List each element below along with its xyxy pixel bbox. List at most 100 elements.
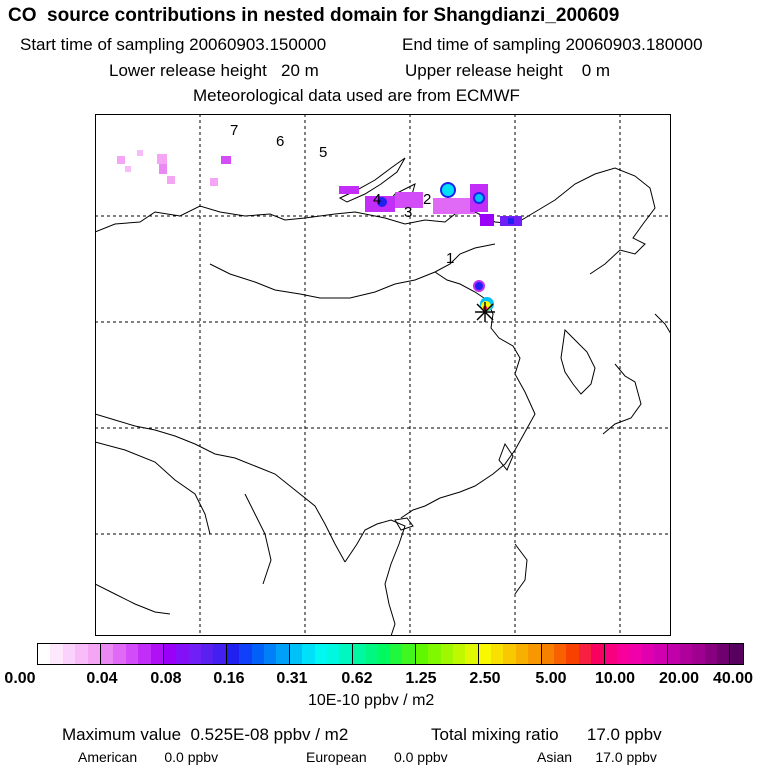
indochina-coast: [344, 519, 406, 636]
legend-color-swatch: [554, 644, 567, 664]
upper-release-height-label: Upper release height 0 m: [405, 61, 611, 80]
legend-color-swatch: [150, 644, 164, 664]
legend-color-swatch: [440, 644, 453, 664]
legend-color-swatch: [339, 644, 353, 664]
legend-color-swatch: [528, 644, 542, 664]
legend-color-swatch: [377, 644, 390, 664]
legend-units-label: 10E-10 ppbv / m2: [308, 692, 435, 709]
asian-contribution-label: Asian 17.0 ppbv: [537, 749, 657, 765]
legend-color-swatch: [503, 644, 516, 664]
legend-color-swatch: [163, 644, 177, 664]
legend-color-swatch: [452, 644, 466, 664]
legend-color-swatch: [326, 644, 340, 664]
trajectory-label-6: 6: [276, 133, 284, 150]
legend-color-swatch: [717, 644, 731, 664]
american-contribution-label: American 0.0 ppbv: [78, 749, 219, 765]
maximum-value-label: Maximum value 0.525E-08 ppbv / m2: [62, 725, 349, 744]
legend-color-swatch: [591, 644, 605, 664]
legend-color-swatch: [264, 644, 277, 664]
legend-color-swatch: [226, 644, 240, 664]
lower-release-height-label: Lower release height 20 m: [109, 61, 319, 80]
legend-color-swatch: [616, 644, 630, 664]
map-frame: [95, 114, 671, 636]
start-time-label: Start time of sampling 20060903.150000: [20, 35, 327, 54]
baikal: [338, 157, 406, 203]
legend-color-swatch: [201, 644, 214, 664]
legend-color-swatch: [100, 644, 114, 664]
legend-color-swatch: [402, 644, 416, 664]
inner-border-2: [434, 271, 488, 301]
legend-color-swatch: [239, 644, 252, 664]
legend-color-swatch: [289, 644, 303, 664]
hainan: [394, 517, 414, 531]
legend-tick: 5.00: [535, 670, 567, 687]
legend-color-swatch: [730, 644, 743, 664]
trajectory-label-3: 3: [404, 204, 412, 221]
trajectory-label-1: 1: [446, 250, 454, 267]
legend-tick: 2.50: [469, 670, 501, 687]
legend-color-swatch: [38, 644, 51, 664]
legend-color-swatch: [578, 644, 592, 664]
philippines: [514, 543, 528, 595]
himalaya-border: [95, 441, 211, 535]
legend-color-swatch: [566, 644, 579, 664]
legend-color-swatch: [415, 644, 429, 664]
legend-tick: 40.00: [712, 670, 754, 687]
legend-color-swatch: [629, 644, 642, 664]
bay-of-bengal: [95, 583, 171, 615]
trajectory-labels: 1 2 3 4 5 6 7: [230, 122, 454, 267]
legend-color-swatch: [428, 644, 441, 664]
trajectory-label-5: 5: [319, 144, 327, 161]
end-time-label: End time of sampling 20060903.180000: [402, 35, 703, 54]
japan-1: [602, 363, 642, 435]
trajectory-label-4: 4: [373, 191, 381, 208]
source-contribution-field: [117, 150, 522, 311]
legend-tick: 0.04: [86, 670, 118, 687]
total-mixing-ratio-label: Total mixing ratio 17.0 ppbv: [431, 725, 662, 744]
legend-color-swatch: [251, 644, 265, 664]
legend-color-swatch: [667, 644, 680, 664]
legend-color-swatch: [641, 644, 655, 664]
legend-color-swatch: [87, 644, 101, 664]
legend-color-swatch: [276, 644, 290, 664]
legend-tick: 0.00: [4, 670, 36, 687]
legend-color-swatch: [654, 644, 668, 664]
trajectory-label-2: 2: [423, 191, 431, 208]
legend-tick: 10.00: [594, 670, 636, 687]
legend-tick: 1.25: [405, 670, 437, 687]
legend-color-swatch: [692, 644, 705, 664]
japan-2: [654, 313, 671, 335]
european-contribution-label: European 0.0 ppbv: [306, 749, 448, 765]
legend-color-swatch: [213, 644, 227, 664]
bohai-coast: [439, 299, 536, 499]
legend-color-swatch: [302, 644, 315, 664]
legend-tick: 0.08: [150, 670, 182, 687]
trajectory-label-7: 7: [230, 122, 238, 139]
legend-color-swatch: [352, 644, 366, 664]
legend-color-swatch: [389, 644, 403, 664]
legend-color-swatch: [50, 644, 63, 664]
legend-color-swatch: [188, 644, 202, 664]
legend-color-swatch: [176, 644, 189, 664]
legend-color-swatch: [314, 644, 327, 664]
star-marker: [475, 302, 495, 322]
color-legend-bar: [37, 643, 744, 665]
legend-tick: 0.31: [276, 670, 308, 687]
legend-color-swatch: [75, 644, 88, 664]
legend-color-swatch: [365, 644, 378, 664]
gulf-coast: [400, 497, 441, 519]
legend-color-swatch: [113, 644, 126, 664]
legend-color-swatch: [465, 644, 479, 664]
legend-color-swatch: [515, 644, 529, 664]
meteorological-data-label: Meteorological data used are from ECMWF: [193, 86, 520, 105]
inner-border-1: [209, 243, 496, 299]
legend-color-swatch: [478, 644, 492, 664]
legend-color-swatch: [704, 644, 718, 664]
legend-tick: 20.00: [658, 670, 700, 687]
legend-color-swatch: [604, 644, 617, 664]
legend-tick: 0.62: [341, 670, 373, 687]
western-border: [95, 413, 346, 563]
map-canvas: 1 2 3 4 5 6 7: [95, 114, 671, 636]
legend-color-swatch: [491, 644, 504, 664]
legend-color-swatch: [679, 644, 693, 664]
